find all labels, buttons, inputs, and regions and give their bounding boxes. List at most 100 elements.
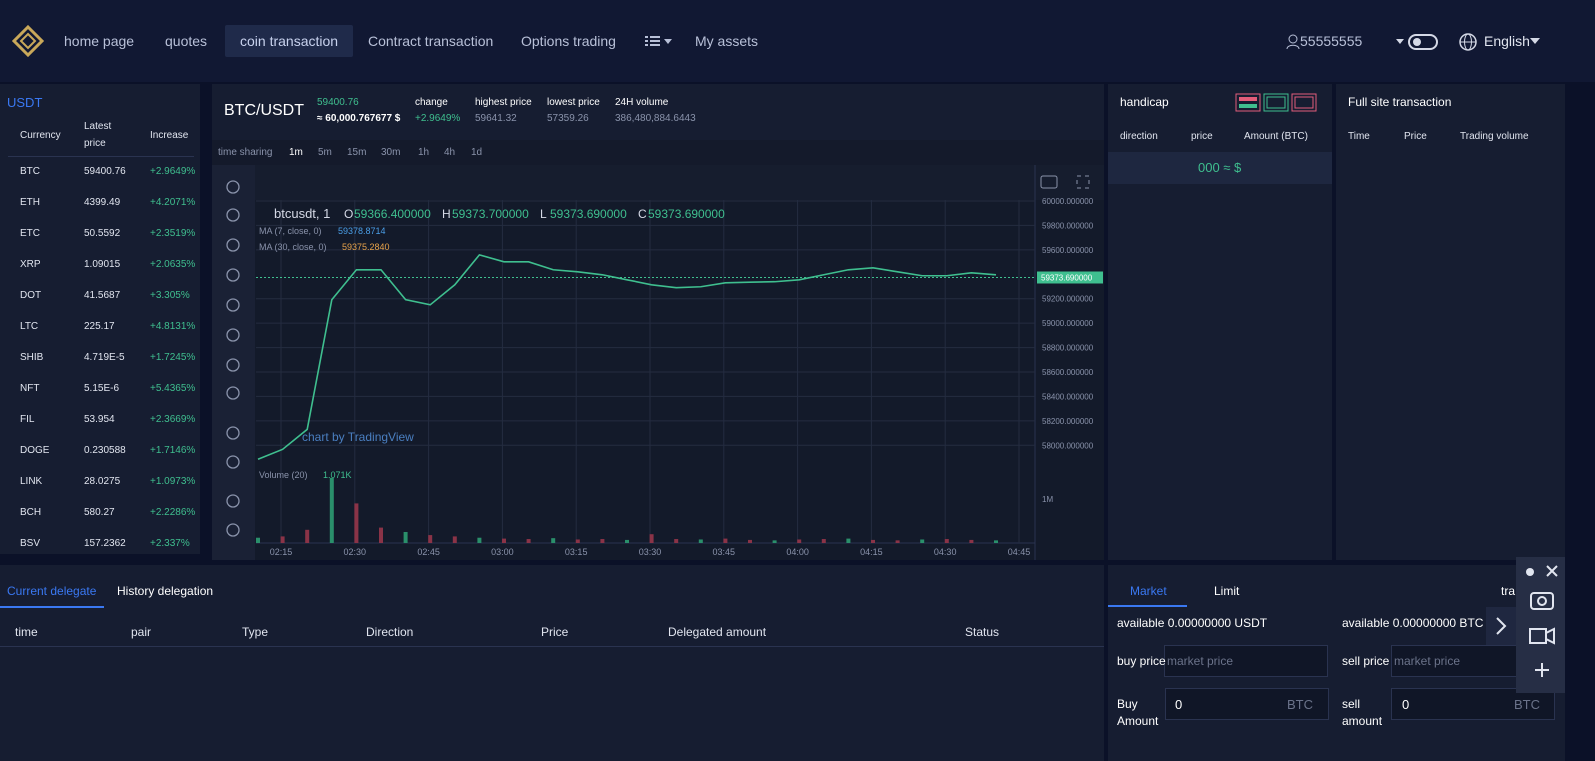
coin[interactable]: BCH [20, 507, 42, 518]
market-title[interactable]: USDT [7, 95, 43, 110]
ohlc: C [638, 207, 647, 221]
sell-price-input[interactable] [1391, 645, 1523, 677]
tool-icon[interactable] [226, 328, 240, 342]
placeholder[interactable]: market price [1167, 654, 1234, 668]
volume-bar [748, 539, 752, 543]
nav-link[interactable]: My assets [695, 33, 759, 49]
coin[interactable]: LTC [20, 321, 39, 332]
tool-icon[interactable] [226, 358, 240, 372]
handicap-row: 000 ≈ $ [1198, 160, 1242, 175]
stat-label: highest price [475, 97, 532, 108]
time-tick: 03:15 [565, 547, 588, 557]
price-tick: 59200.000000 [1042, 295, 1094, 304]
depth-toggles[interactable] [1235, 93, 1317, 113]
coin[interactable]: NFT [20, 383, 40, 394]
camera-icon [1040, 175, 1058, 189]
tool-icon[interactable] [226, 494, 240, 508]
tab[interactable]: Market [1130, 584, 1167, 598]
tool-icon[interactable] [226, 238, 240, 252]
coin[interactable]: ETH [20, 197, 40, 208]
coin[interactable]: BSV [20, 538, 41, 549]
increase: +3.305% [150, 290, 190, 301]
interval[interactable]: 15m [347, 147, 367, 158]
time-tick: 03:30 [639, 547, 662, 557]
fullscreen-icon [1076, 175, 1090, 189]
tab[interactable]: History delegation [117, 584, 214, 598]
interval[interactable]: time sharing [218, 147, 273, 158]
price-tick: 58200.000000 [1042, 417, 1094, 426]
coin[interactable]: DOGE [20, 445, 50, 456]
increase: +2.3519% [150, 228, 196, 239]
amount[interactable]: 0 [1175, 697, 1183, 712]
nav-link[interactable]: quotes [165, 33, 208, 49]
interval[interactable]: 30m [381, 147, 401, 158]
price-tick: 58400.000000 [1042, 392, 1094, 401]
tool-icon[interactable] [226, 426, 240, 440]
sell-amount-input[interactable] [1391, 688, 1555, 720]
volume-bar [329, 477, 334, 543]
ohlc: H [442, 207, 451, 221]
time-tick: 02:30 [344, 547, 367, 557]
interval[interactable]: 5m [318, 147, 332, 158]
volume-bar [674, 539, 679, 543]
tab[interactable]: Current delegate [7, 584, 97, 598]
tool-icon[interactable] [226, 455, 240, 469]
volume-bar [551, 538, 556, 543]
buy-amount-input[interactable] [1165, 688, 1329, 720]
price-tick: 59000.000000 [1042, 319, 1094, 328]
user-icon[interactable] [1286, 34, 1300, 50]
coin[interactable]: LINK [20, 476, 43, 487]
tab[interactable]: Limit [1214, 584, 1240, 598]
coin[interactable]: ETC [20, 228, 40, 239]
interval[interactable]: 4h [444, 147, 456, 158]
language[interactable]: English [1484, 33, 1530, 49]
tool-icon[interactable] [226, 180, 240, 194]
volume-bar [846, 538, 851, 543]
column-header: Amount (BTC) [1244, 131, 1308, 142]
drawing-toolbar [212, 165, 255, 560]
latest-price: 157.2362 [84, 538, 126, 549]
tool-icon[interactable] [226, 298, 240, 312]
nav-link[interactable]: home page [64, 33, 135, 49]
ohlc: L [540, 207, 547, 221]
price-tick: 60000.000000 [1042, 197, 1094, 206]
coin[interactable]: BTC [20, 166, 40, 177]
interval[interactable]: 1m [289, 147, 303, 158]
menu-icon[interactable] [645, 35, 675, 49]
tool-icon[interactable] [226, 208, 240, 222]
amount[interactable]: 0 [1402, 697, 1410, 712]
column-header: Delegated amount [668, 625, 767, 639]
interval[interactable]: 1d [471, 147, 483, 158]
theme-toggle[interactable] [1395, 33, 1440, 51]
ma-label: MA (7, close, 0) [259, 226, 322, 236]
tab-cut: tra [1501, 584, 1516, 598]
column-header: Increase [150, 130, 189, 141]
nav-link[interactable]: coin transaction [225, 25, 354, 57]
volume-bar [944, 539, 949, 543]
coin[interactable]: FIL [20, 414, 35, 425]
handicap-panel: handicap 000 ≈ $ direction price Amount (B… [1108, 84, 1332, 560]
logo[interactable] [12, 25, 44, 57]
volume-bar [452, 536, 457, 543]
interval[interactable]: 1h [418, 147, 430, 158]
expand-arrow[interactable] [1486, 607, 1516, 645]
coin[interactable]: DOT [20, 290, 42, 301]
latest-price: 41.5687 [84, 290, 121, 301]
latest-price: 4399.49 [84, 197, 121, 208]
volume-bar [502, 538, 506, 543]
coin[interactable]: SHIB [20, 352, 44, 363]
column-header: time [15, 625, 38, 639]
volume-bar [526, 539, 531, 543]
buy-price-input[interactable] [1164, 645, 1328, 677]
nav-link[interactable]: Options trading [521, 33, 616, 49]
tool-icon[interactable] [226, 523, 240, 537]
user-id[interactable]: 55555555 [1300, 33, 1363, 49]
caret [1530, 38, 1540, 44]
tool-icon[interactable] [226, 386, 240, 400]
placeholder[interactable]: market price [1394, 654, 1461, 668]
volume-bar [428, 535, 433, 543]
coin[interactable]: XRP [20, 259, 41, 270]
nav-link[interactable]: Contract transaction [368, 33, 494, 49]
tool-icon[interactable] [226, 268, 240, 282]
globe-icon[interactable] [1458, 32, 1478, 52]
